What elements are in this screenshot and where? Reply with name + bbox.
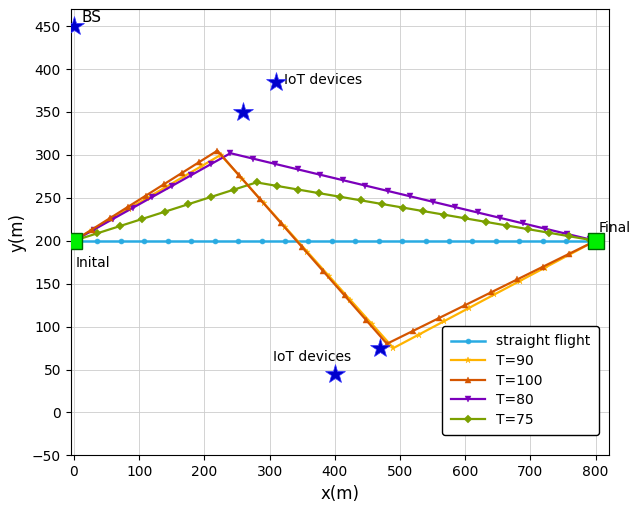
- straight flight: [228, 238, 236, 244]
- Text: Inital: Inital: [76, 256, 111, 269]
- T=75: [104, 227, 112, 233]
- T=75: [592, 238, 600, 244]
- T=80: [592, 238, 600, 244]
- T=80: [356, 181, 364, 187]
- Text: IoT devices: IoT devices: [284, 73, 362, 87]
- straight flight: [140, 238, 148, 244]
- T=90: [308, 254, 316, 261]
- T=80: [70, 238, 78, 244]
- Line: T=80: T=80: [70, 150, 599, 244]
- T=90: [102, 219, 110, 225]
- T=100: [340, 292, 348, 298]
- T=75: [70, 238, 78, 244]
- T=75: [253, 179, 260, 185]
- T=75: [409, 206, 417, 213]
- T=100: [70, 238, 78, 244]
- Text: IoT devices: IoT devices: [273, 350, 351, 364]
- T=80: [99, 221, 107, 227]
- T=90: [185, 171, 193, 177]
- T=80: [395, 191, 403, 197]
- T=100: [461, 302, 469, 308]
- T=100: [182, 167, 190, 173]
- straight flight: [433, 238, 441, 244]
- T=90: [84, 229, 92, 236]
- X-axis label: x(m): x(m): [320, 484, 359, 503]
- Line: T=90: T=90: [70, 151, 599, 352]
- T=75: [116, 223, 124, 229]
- T=90: [70, 238, 78, 244]
- T=90: [592, 238, 600, 244]
- T=100: [383, 341, 391, 347]
- T=80: [227, 150, 234, 156]
- T=100: [84, 229, 92, 236]
- T=90: [390, 345, 397, 351]
- Legend: straight flight, T=90, T=100, T=80, T=75: straight flight, T=90, T=100, T=80, T=75: [442, 326, 599, 435]
- T=100: [592, 238, 600, 244]
- T=75: [331, 193, 339, 199]
- T=75: [372, 200, 380, 206]
- T=100: [102, 218, 109, 224]
- straight flight: [568, 238, 576, 244]
- T=100: [214, 148, 221, 154]
- T=80: [311, 170, 319, 176]
- straight flight: [504, 238, 511, 244]
- Line: T=75: T=75: [71, 180, 598, 244]
- T=75: [477, 218, 484, 224]
- T=80: [109, 216, 117, 222]
- Text: BS: BS: [82, 10, 102, 25]
- T=80: [468, 208, 476, 214]
- Line: straight flight: straight flight: [72, 238, 598, 243]
- Y-axis label: y(m): y(m): [8, 213, 26, 252]
- Line: T=100: T=100: [70, 147, 599, 347]
- T=90: [346, 297, 354, 303]
- T=90: [217, 152, 225, 158]
- straight flight: [592, 238, 600, 244]
- T=90: [465, 305, 473, 311]
- straight flight: [70, 238, 78, 244]
- Text: Final: Final: [599, 221, 631, 235]
- T=100: [303, 250, 311, 257]
- straight flight: [515, 238, 523, 244]
